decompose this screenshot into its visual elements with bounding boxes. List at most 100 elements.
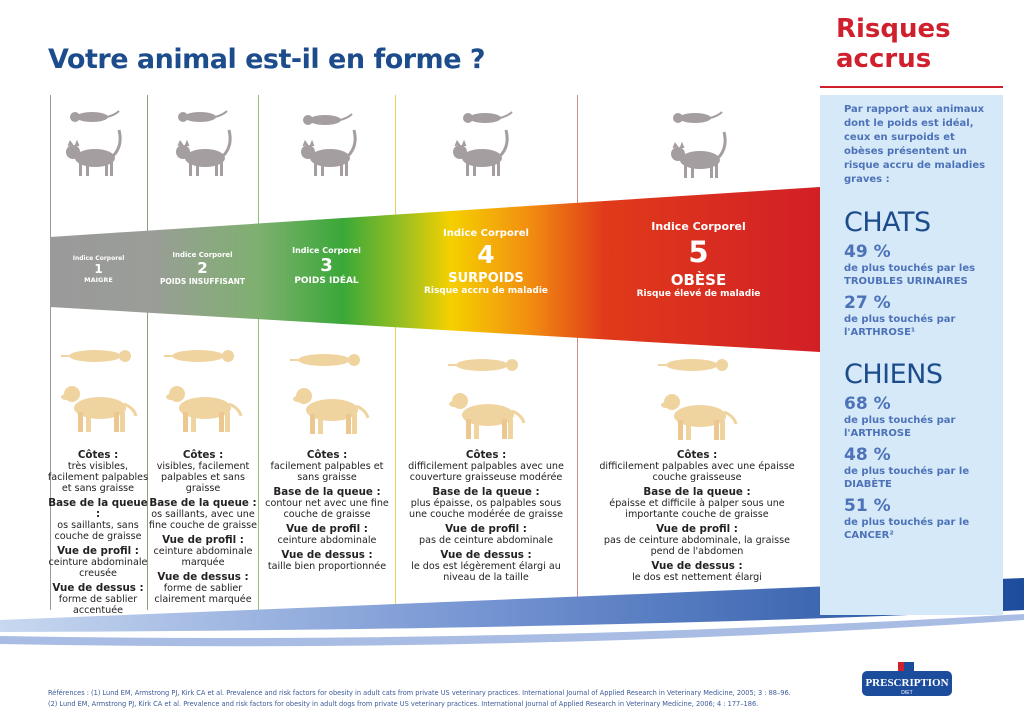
stat-description: de plus touchés par l'ARTHROSE¹: [844, 314, 956, 338]
top-view-heading: Vue de dessus :: [440, 549, 532, 561]
index-label: Indice Corporel: [292, 246, 361, 255]
cat-top-4-icon: [462, 111, 513, 124]
risk-title-line1: Risques: [836, 14, 951, 44]
cat-side-3-icon: [299, 128, 357, 178]
stat-percent: 27 %: [844, 293, 891, 313]
dog-top-2-icon: [163, 349, 235, 363]
risk-panel: Par rapport aux animaux dont le poids es…: [820, 95, 1003, 615]
index-label: Indice Corporel: [443, 228, 529, 239]
top-view-text: taille bien proportionnée: [267, 561, 387, 572]
level-name: POIDS IDÉAL: [294, 276, 359, 286]
tail-text: os saillants, avec une fine couche de gr…: [148, 509, 258, 531]
reference-2: (2) Lund EM, Armstrong PJ, Kirk CA et al…: [48, 700, 759, 708]
column-divider: [395, 95, 396, 610]
profile-text: ceinture abdominale creusée: [48, 557, 148, 579]
level-name: POIDS INSUFFISANT: [159, 277, 246, 286]
top-view-heading: Vue de dessus :: [157, 571, 249, 583]
tail-text: os saillants, sans couche de graisse: [54, 520, 142, 542]
cat-side-1-icon: [64, 128, 122, 178]
column-divider: [50, 95, 51, 610]
dog-side-4-icon: [447, 391, 526, 441]
profile-heading: Vue de profil :: [286, 523, 368, 535]
cat-top-3-icon: [302, 113, 353, 126]
stat-percent: 48 %: [844, 445, 891, 465]
index-label: Indice Corporel: [72, 255, 125, 262]
tail-heading: Base de la queue :: [643, 486, 751, 498]
stat-description: de plus touchés par le CANCER²: [844, 517, 970, 541]
dog-side-5-icon: [659, 392, 738, 442]
stat-percent: 68 %: [844, 394, 891, 414]
top-view-text: le dos est nettement élargi: [632, 572, 762, 583]
body-condition-scale: [50, 110, 820, 442]
ribs-heading: Côtes :: [306, 449, 348, 461]
top-view-heading: Vue de dessus :: [281, 549, 373, 561]
top-view-heading: Vue de dessus :: [52, 582, 144, 594]
level-number: 4: [477, 240, 495, 269]
column-divider: [258, 95, 259, 610]
cat-top-5-icon: [672, 111, 723, 124]
profile-text: pas de ceinture abdominale, la graisse p…: [603, 535, 791, 557]
references: Références : (1) Lund EM, Armstrong PJ, …: [48, 688, 791, 710]
level-4-description: Côtes : difficilement palpables avec une …: [405, 450, 567, 584]
top-view-heading: Vue de dessus :: [651, 560, 743, 572]
ribs-text: facilement palpables et sans graisse: [270, 461, 384, 483]
level-name: SURPOIDS: [448, 271, 524, 286]
level-4-label: Indice Corporel 4 SURPOIDS Risque accru …: [395, 228, 577, 296]
ribs-text: très visibles, facilement palpables et s…: [47, 461, 149, 494]
level-3-description: Côtes : facilement palpables et sans grai…: [262, 449, 392, 573]
tail-text: épaisse et difficile à palper sous une i…: [609, 498, 785, 520]
ribs-text: difficilement palpables avec une épaisse…: [599, 461, 795, 483]
level-number: 3: [320, 255, 333, 276]
cat-side-2-icon: [174, 128, 232, 178]
cat-side-5-icon: [669, 130, 727, 180]
level-risk: Risque élevé de maladie: [636, 289, 761, 299]
svg-text:PRESCRIPTION: PRESCRIPTION: [865, 677, 948, 689]
tail-text: plus épaisse, os palpables sous une couc…: [409, 498, 563, 520]
prescription-diet-logo: PRESCRIPTION DIET: [862, 662, 952, 696]
index-label: Indice Corporel: [651, 220, 746, 233]
ribs-heading: Côtes :: [676, 449, 718, 461]
top-view-text: forme de sablier accentuée: [58, 594, 138, 616]
dogs-heading: CHIENS: [844, 359, 943, 390]
stat-description: de plus touchés par les TROUBLES URINAIR…: [844, 263, 976, 287]
level-2-description: Côtes : visibles, facilement palpables et…: [148, 449, 258, 606]
profile-text: ceinture abdominale marquée: [153, 546, 253, 568]
dog-side-3-icon: [291, 386, 370, 436]
profile-heading: Vue de profil :: [656, 523, 738, 535]
ribs-heading: Côtes :: [182, 449, 224, 461]
column-divider: [577, 95, 578, 610]
stat-percent: 51 %: [844, 496, 891, 516]
reference-1: Références : (1) Lund EM, Armstrong PJ, …: [48, 689, 791, 697]
cat-side-4-icon: [451, 128, 509, 178]
risk-title-line2: accrus: [836, 44, 932, 74]
level-5-description: Côtes : difficilement palpables avec une …: [594, 449, 800, 584]
stat-description: de plus touchés par l'ARTHROSE: [844, 415, 956, 439]
dog-top-3-icon: [289, 353, 361, 367]
level-number: 5: [688, 235, 709, 269]
level-2-label: Indice Corporel 2 POIDS INSUFFISANT: [147, 251, 258, 286]
dog-top-1-icon: [60, 349, 132, 363]
risk-title: Risques accrus: [836, 14, 951, 74]
tail-text: contour net avec une fine couche de grai…: [265, 498, 389, 520]
profile-heading: Vue de profil :: [162, 534, 244, 546]
svg-text:DIET: DIET: [901, 690, 912, 696]
cat-top-2-icon: [177, 110, 228, 123]
level-1-label: Indice Corporel 1 MAIGRE: [50, 255, 147, 284]
stat-percent: 49 %: [844, 242, 891, 262]
stat-description: de plus touchés par le DIABÈTE: [844, 466, 970, 490]
level-name: MAIGRE: [84, 276, 113, 284]
page-title: Votre animal est-il en forme ?: [48, 44, 486, 75]
column-divider: [147, 95, 148, 610]
dog-top-4-icon: [447, 358, 519, 372]
dog-side-2-icon: [164, 384, 243, 434]
level-risk: Risque accru de maladie: [423, 286, 549, 296]
profile-heading: Vue de profil :: [445, 523, 527, 535]
tail-heading: Base de la queue :: [48, 497, 148, 520]
cat-top-1-icon: [69, 110, 120, 123]
level-name: OBÈSE: [670, 271, 727, 289]
top-view-text: forme de sablier clairement marquée: [154, 583, 252, 605]
dog-side-1-icon: [59, 384, 138, 434]
ribs-text: visibles, facilement palpables et sans g…: [156, 461, 250, 494]
level-number: 2: [197, 259, 208, 277]
index-label: Indice Corporel: [172, 251, 233, 259]
